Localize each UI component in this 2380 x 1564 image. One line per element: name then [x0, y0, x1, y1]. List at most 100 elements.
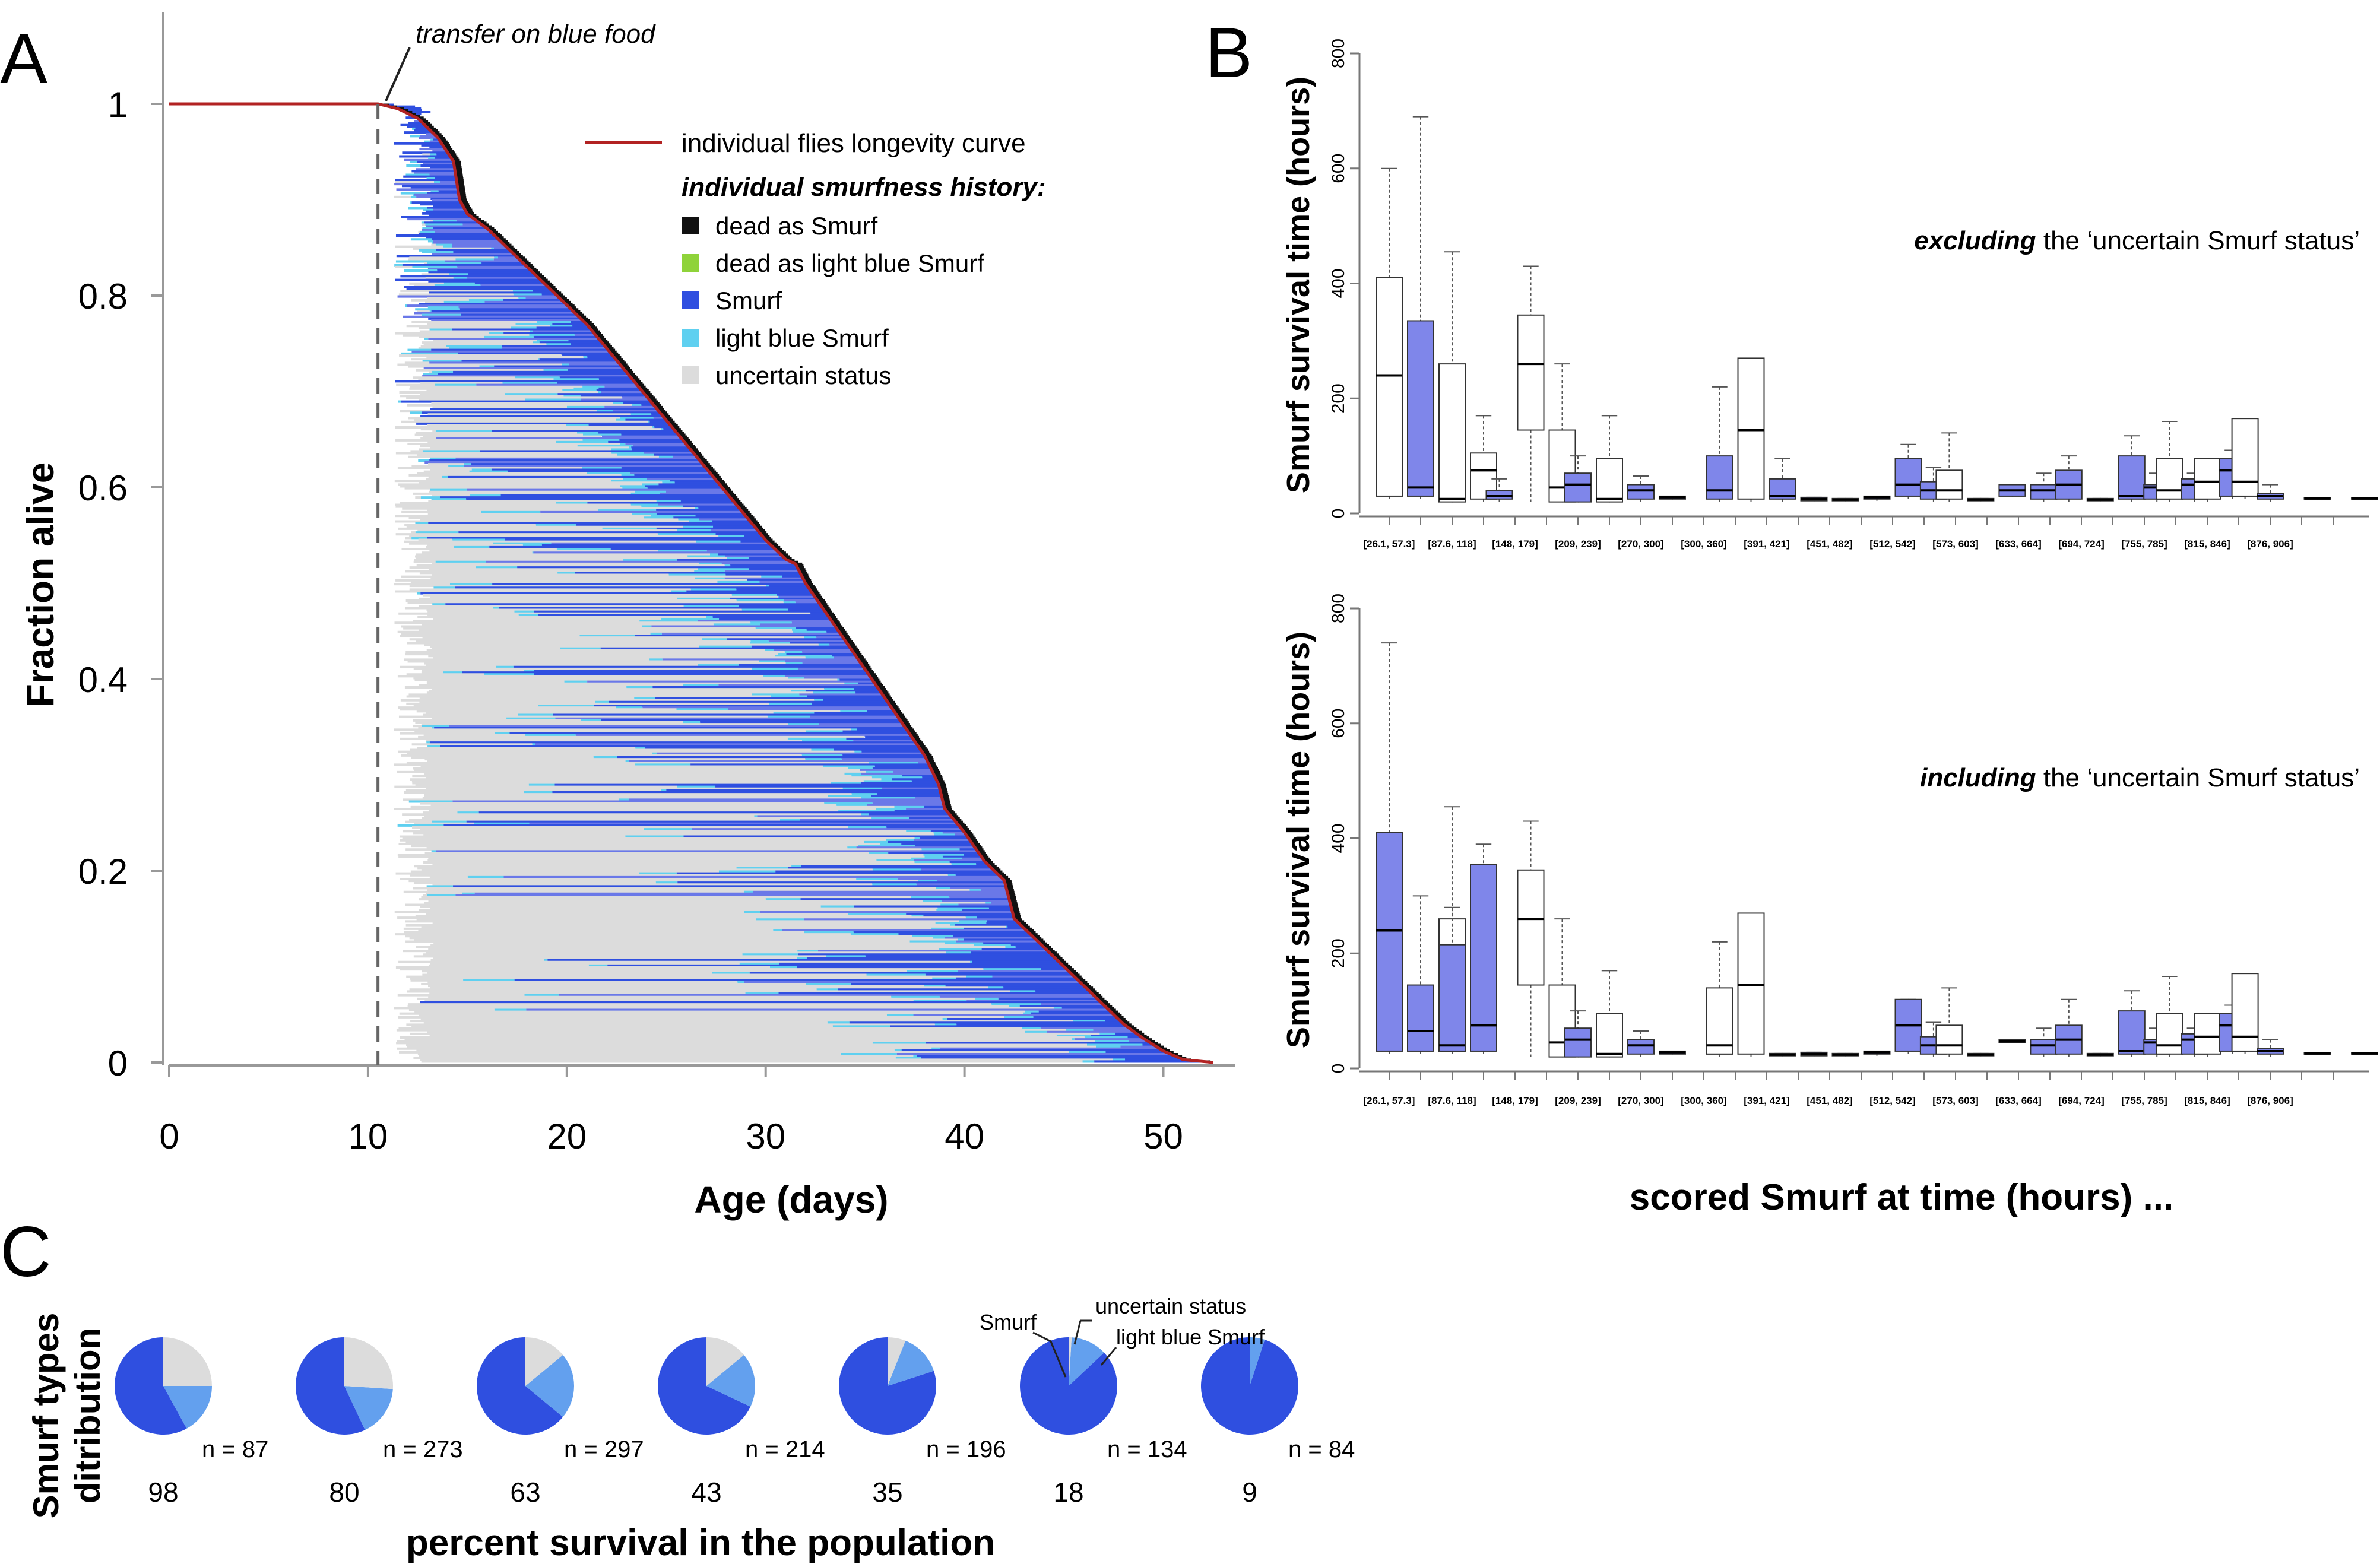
panel-c-pies: n = 87 98 n = 273 80 n = 297 63 n = 214 43 n = 1…: [115, 1294, 1355, 1508]
pie-n-label: n = 134: [1107, 1436, 1187, 1463]
y-tick-label: 200: [1329, 383, 1348, 413]
pie-survival-label: 18: [1053, 1477, 1083, 1508]
box-iqr: [1706, 455, 1733, 500]
x-tick-label: [300, 360]: [1681, 1095, 1727, 1106]
pie-n-label: n = 84: [1288, 1436, 1355, 1463]
box-iqr: [1706, 987, 1733, 1055]
y-tick-label: 400: [1329, 823, 1348, 853]
x-tick-label: [148, 179]: [1492, 1095, 1538, 1106]
box-iqr: [2118, 1010, 2146, 1055]
y-tick-label: 1: [108, 85, 128, 125]
panel-a-legend: individual flies longevity curve individu…: [585, 129, 1046, 389]
x-tick-label: [87.6, 118]: [1428, 538, 1476, 550]
x-tick-label: [209, 239]: [1555, 538, 1601, 550]
pie-slice-uncertain-status: [344, 1337, 393, 1389]
panel-b-top-boxplot: 0 200 400 600 800 [26.1, 57.3] [87.6, 118] [148…: [1281, 39, 2378, 550]
legend-item-label: dead as light blue Smurf: [715, 249, 984, 277]
pie-slice-smurf: [115, 1337, 187, 1435]
pie-survival-label: 63: [510, 1477, 540, 1508]
pie-callout-uncertain: uncertain status: [1095, 1294, 1246, 1318]
x-tick-label: [451, 482]: [1807, 1095, 1853, 1106]
pie-slice-light-blue-smurf: [1069, 1337, 1104, 1386]
box-iqr: [2156, 458, 2183, 500]
x-tick-label: [391, 421]: [1744, 1095, 1790, 1106]
pie-survival-label: 80: [329, 1477, 359, 1508]
y-tick-label: 800: [1329, 39, 1348, 68]
box-iqr: [1627, 484, 1655, 500]
box-iqr: [2156, 1013, 2183, 1055]
panel-a-x-axis-label: Age (days): [694, 1178, 888, 1221]
x-tick-label: [512, 542]: [1869, 538, 1916, 550]
box-iqr: [2030, 484, 2058, 500]
panel-c: C Smurf types ditribution n = 87 98 n = 27…: [0, 1212, 1355, 1563]
pie-slice-light-blue-smurf: [706, 1354, 755, 1407]
box-iqr: [1564, 472, 1592, 503]
y-tick-label: 800: [1329, 594, 1348, 623]
box-iqr: [1407, 984, 1434, 1052]
panel-a-axes: 0 10 20 30 40 50 0 0.2 0.4 0.6 0.8 1: [78, 12, 1235, 1156]
pie-n-label: n = 214: [745, 1436, 825, 1463]
x-tick-label: [270, 300]: [1618, 538, 1664, 550]
x-tick-label: [573, 603]: [1932, 538, 1979, 550]
pie-slice-uncertain-status: [706, 1337, 744, 1386]
x-tick-label: [87.6, 118]: [1428, 1095, 1476, 1106]
y-tick-label: 600: [1329, 154, 1348, 183]
x-tick-label: [26.1, 57.3]: [1364, 538, 1415, 550]
box-iqr: [1737, 357, 1765, 500]
panel-a-label: A: [0, 19, 47, 99]
box-iqr: [1935, 469, 1963, 500]
x-tick-label: [300, 360]: [1681, 538, 1727, 550]
transfer-annotation: transfer on blue food: [416, 20, 656, 49]
y-tick-label: 400: [1329, 268, 1348, 298]
subplot-title-rest: the ‘uncertain Smurf status’: [2036, 226, 2360, 255]
pie-slice-uncertain-status: [1069, 1337, 1072, 1386]
y-tick-label: 200: [1329, 938, 1348, 968]
box-iqr: [2231, 418, 2259, 497]
box-iqr: [1517, 314, 1545, 431]
pie-slice-uncertain-status: [888, 1337, 906, 1386]
box-iqr: [1596, 458, 1623, 503]
legend-swatch: [682, 366, 699, 384]
pie-slice-smurf: [1200, 1337, 1298, 1435]
x-tick-label: 20: [547, 1116, 587, 1156]
box-iqr: [2194, 1013, 2221, 1055]
box-iqr: [1376, 277, 1403, 497]
panel-b-bottom-boxplot: 0 200 400 600 800 [26.1, 57.3] [87.6, 118] [148…: [1281, 594, 2378, 1106]
legend-item-label: light blue Smurf: [715, 324, 889, 352]
box-iqr: [1438, 944, 1466, 1052]
panel-c-x-axis-label: percent survival in the population: [406, 1522, 995, 1563]
panel-b-label: B: [1205, 13, 1253, 93]
legend-section-title: individual smurfness history:: [682, 173, 1046, 202]
pie-callout-smurf-line: [1050, 1341, 1067, 1378]
pie-survival-label: 43: [691, 1477, 721, 1508]
x-tick-label: [209, 239]: [1555, 1095, 1601, 1106]
pie-n-label: n = 297: [564, 1436, 644, 1463]
x-tick-label: 40: [945, 1116, 984, 1156]
y-tick-label: 0.4: [78, 660, 128, 700]
pie-slice-uncertain-status: [163, 1337, 212, 1386]
box-iqr: [1407, 320, 1434, 497]
y-tick-label: 0.2: [78, 852, 128, 892]
pie-n-label: n = 196: [926, 1436, 1006, 1463]
pie-slice-light-blue-smurf: [888, 1340, 934, 1386]
pie-slice-smurf: [296, 1337, 365, 1435]
pie-slice-light-blue-smurf: [525, 1354, 574, 1417]
panel-b-subplot-title: excluding the ‘uncertain Smurf status’: [1914, 226, 2360, 255]
legend-swatch: [682, 217, 699, 234]
panel-a-y-axis-label: Fraction alive: [19, 462, 62, 708]
pie-slice-light-blue-smurf: [1250, 1337, 1265, 1386]
x-tick-label: [451, 482]: [1807, 538, 1853, 550]
x-tick-label: [148, 179]: [1492, 538, 1538, 550]
box-iqr: [2231, 973, 2259, 1052]
y-tick-label: 0.6: [78, 468, 128, 508]
panel-c-y-axis-label-line1: Smurf types: [26, 1313, 66, 1519]
x-tick-label: [270, 300]: [1618, 1095, 1664, 1106]
x-tick-label: [876, 906]: [2247, 538, 2293, 550]
panel-b-y-axis-label: Smurf survival time (hours): [1281, 77, 1316, 493]
legend-item-label: Smurf: [715, 287, 782, 315]
pie-slice-smurf: [476, 1337, 563, 1435]
legend-swatch: [682, 291, 699, 309]
x-tick-label: 10: [348, 1116, 388, 1156]
box-iqr: [1438, 363, 1466, 503]
box-iqr: [2030, 1039, 2058, 1055]
